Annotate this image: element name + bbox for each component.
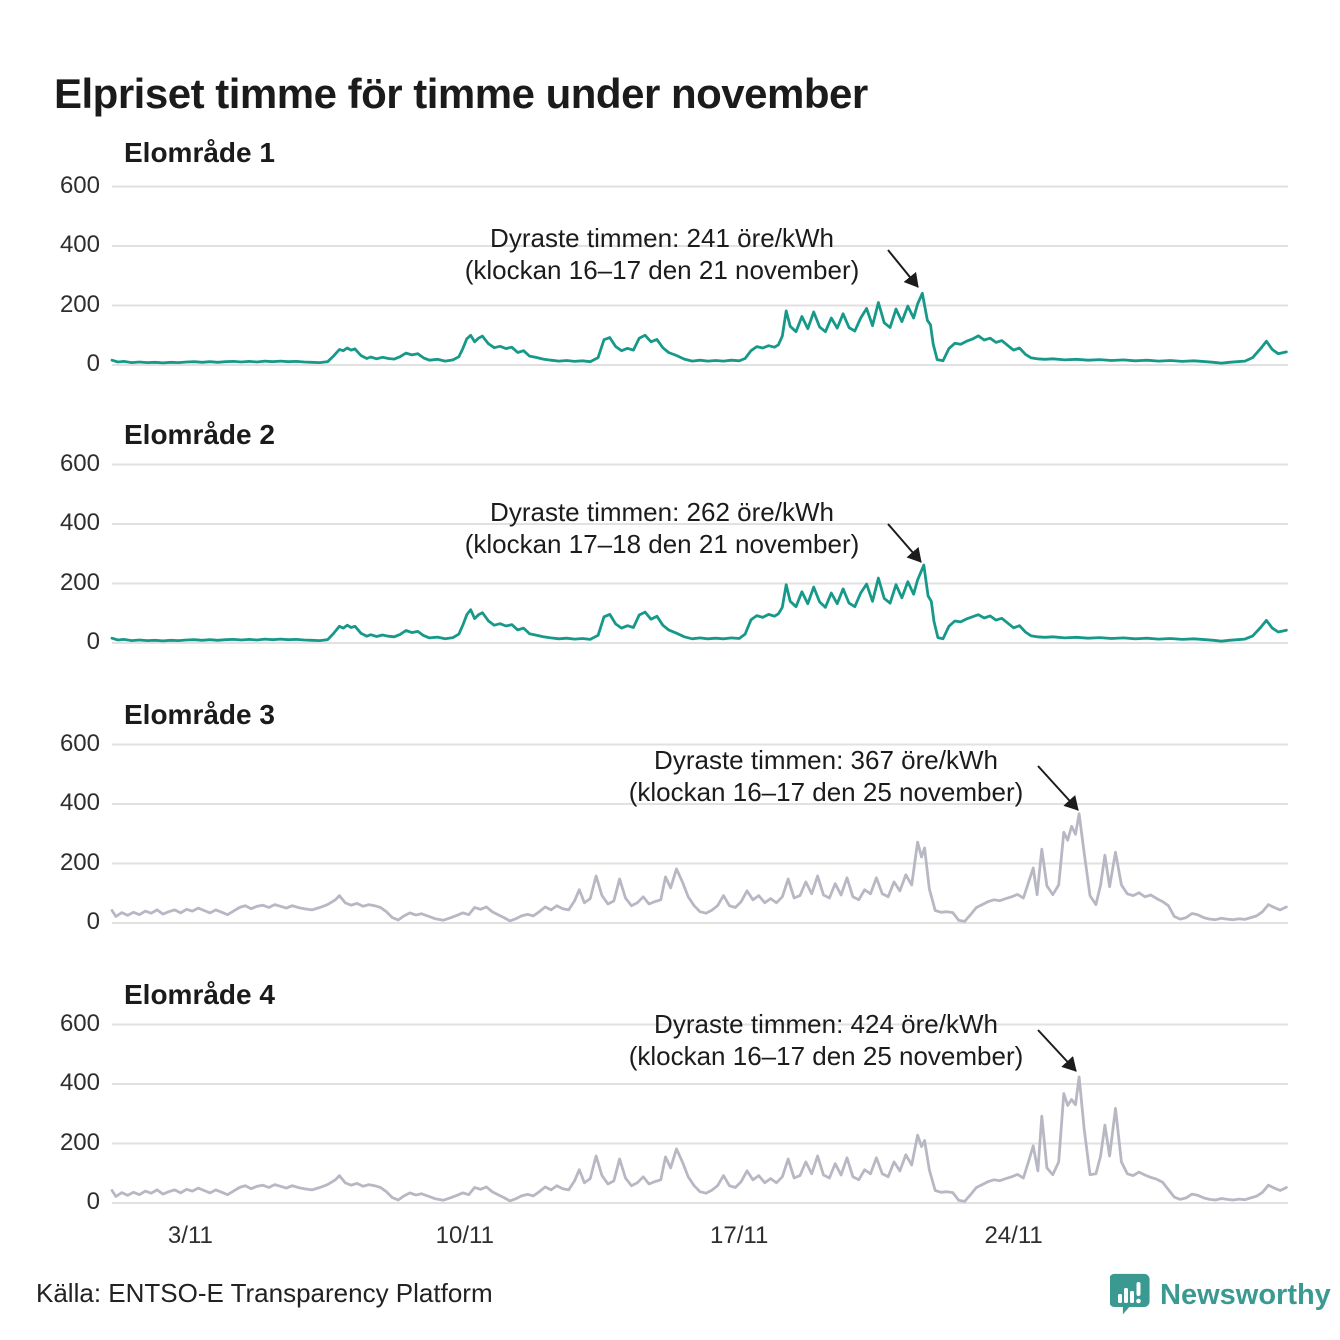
y-tick-label: 200 [59,290,100,318]
x-tick-label: 17/11 [710,1222,769,1249]
line-plot [110,463,1288,644]
y-tick-label: 0 [86,1188,100,1215]
chart-subtitle: Elområde 3 [124,699,275,731]
chart-subtitle: Elområde 4 [124,979,275,1011]
y-tick-label: 400 [59,789,100,816]
annotation-line2: (klockan 17–18 den 21 november) [464,529,860,559]
y-tick-label: 0 [86,350,100,377]
line-plot [110,1023,1288,1204]
y-tick-label: 600 [59,171,100,199]
y-tick-label: 600 [59,729,100,757]
y-tick-label: 600 [59,449,100,477]
y-tick-label: 600 [59,1009,100,1037]
price-line-series [110,291,1288,365]
line-plot [110,185,1288,366]
annotation-line2: (klockan 16–17 den 25 november) [628,1041,1024,1071]
line-plot [110,743,1288,924]
annotation-line1: Dyraste timmen: 424 öre/kWh [654,1009,998,1039]
peak-annotation: Dyraste timmen: 367 öre/kWh (klockan 16–… [506,744,1146,808]
y-tick-label: 400 [59,231,100,258]
page-title: Elpriset timme för timme under november [54,70,868,118]
y-tick-label: 200 [59,568,100,596]
chart-subtitle: Elområde 2 [124,419,275,451]
peak-annotation: Dyraste timmen: 424 öre/kWh (klockan 16–… [506,1008,1146,1072]
logo-text: Newsworthy [1160,1278,1331,1311]
newsworthy-logo: Newsworthy [1109,1272,1331,1318]
annotation-line1: Dyraste timmen: 367 öre/kWh [654,745,998,775]
annotation-line2: (klockan 16–17 den 21 november) [464,255,860,285]
price-line-series [110,1075,1288,1203]
y-tick-label: 400 [59,1069,100,1096]
peak-annotation: Dyraste timmen: 241 öre/kWh (klockan 16–… [342,222,982,286]
bar-chart-speech-bubble-icon [1109,1272,1150,1318]
price-line-series [110,563,1288,643]
x-tick-label: 10/11 [435,1222,494,1249]
annotation-line2: (klockan 16–17 den 25 november) [628,777,1024,807]
y-tick-label: 200 [59,1128,100,1156]
peak-annotation: Dyraste timmen: 262 öre/kWh (klockan 17–… [342,496,982,560]
price-line-series [110,812,1288,923]
source-note: Källa: ENTSO-E Transparency Platform [36,1278,493,1308]
chart-subtitle: Elområde 1 [124,137,275,169]
y-tick-label: 400 [59,509,100,536]
y-tick-label: 200 [59,848,100,876]
annotation-line1: Dyraste timmen: 262 öre/kWh [490,497,834,527]
x-tick-label: 3/11 [167,1222,213,1249]
y-tick-label: 0 [86,908,100,935]
x-tick-label: 24/11 [984,1222,1043,1249]
annotation-line1: Dyraste timmen: 241 öre/kWh [490,223,834,253]
y-tick-label: 0 [86,628,100,655]
